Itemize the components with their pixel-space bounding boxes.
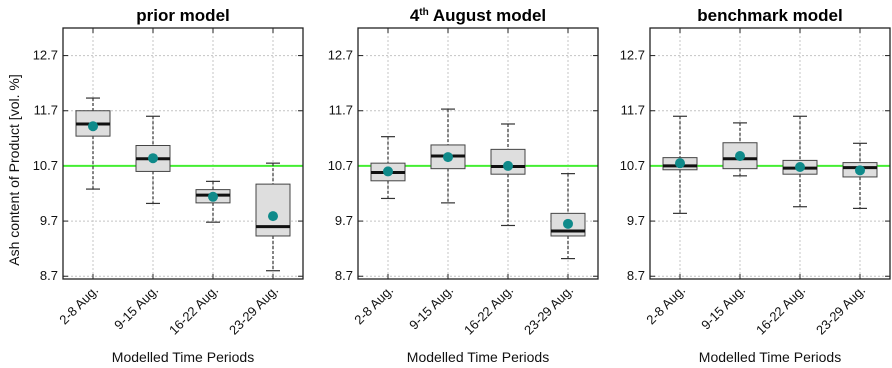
y-tick-label: 10.7 — [33, 158, 58, 173]
x-tick-label: 23-29 Aug. — [813, 283, 868, 338]
x-tick-label: 2-8 Aug. — [643, 283, 688, 328]
chart-title-part: 4 — [410, 6, 420, 25]
mean-marker — [208, 191, 218, 202]
y-tick-label: 10.7 — [328, 158, 353, 173]
x-tick-label: 16-22 Aug. — [753, 283, 808, 338]
y-tick-label: 9.7 — [627, 213, 645, 228]
y-tick-label: 8.7 — [40, 268, 58, 283]
box-plot-3 — [490, 123, 526, 227]
x-tick-label: 9-15 Aug. — [111, 283, 161, 333]
x-axis-title: Modelled Time Periods — [407, 349, 549, 365]
chart-title-superscript: th — [419, 7, 428, 18]
iqr-box — [255, 183, 291, 237]
box-plot-2 — [722, 122, 758, 177]
chart-panel-2: 4th August model 12.7 11.7 10.7 9.7 8.72-8 Au… — [328, 6, 599, 365]
box-plot-1 — [370, 136, 406, 200]
box-plot-4 — [842, 142, 878, 209]
chart-title-part: prior model — [136, 6, 230, 25]
y-tick-label: 9.7 — [335, 213, 353, 228]
mean-marker — [503, 160, 513, 171]
mean-marker — [443, 152, 453, 163]
y-tick-label: 12.7 — [620, 48, 645, 63]
chart-panel-1: prior model 12.7 11.7 10.7 9.7 8.72-8 Aug. 9-1… — [33, 6, 304, 365]
y-tick-label: 11.7 — [329, 103, 353, 118]
box-plot-1 — [662, 115, 698, 214]
plot-frame — [62, 27, 304, 280]
y-tick-label: 11.7 — [34, 103, 58, 118]
plot-frame — [649, 27, 891, 280]
x-axis-title: Modelled Time Periods — [699, 349, 841, 365]
mean-marker — [855, 165, 865, 176]
y-tick-label: 8.7 — [627, 268, 645, 283]
mean-marker — [148, 153, 158, 164]
chart-title: benchmark model — [697, 6, 843, 25]
y-tick-label: 8.7 — [335, 268, 353, 283]
x-tick-label: 9-15 Aug. — [406, 283, 456, 333]
chart-panel-3: benchmark model 12.7 11.7 10.7 9.7 8.72-8 Aug… — [620, 6, 891, 365]
box-plot-1 — [75, 97, 111, 190]
mean-marker — [675, 158, 685, 169]
mean-marker — [735, 150, 745, 161]
box-plot-2 — [135, 115, 171, 205]
x-axis-title: Modelled Time Periods — [112, 349, 254, 365]
y-tick-label: 12.7 — [33, 48, 58, 63]
box-plot-3 — [195, 180, 231, 223]
x-tick-label: 23-29 Aug. — [521, 283, 576, 338]
chart-title-part: benchmark model — [697, 6, 843, 25]
box-plot-3 — [782, 115, 818, 208]
y-tick-label: 11.7 — [621, 103, 645, 118]
box-plot-4 — [255, 162, 291, 272]
y-axis-title: Ash content of Product [vol. %] — [6, 74, 22, 265]
x-tick-label: 16-22 Aug. — [461, 283, 516, 338]
y-tick-label: 12.7 — [328, 48, 353, 63]
y-tick-label: 9.7 — [40, 213, 58, 228]
chart-title: prior model — [136, 6, 230, 25]
mean-marker — [563, 218, 573, 229]
x-tick-label: 9-15 Aug. — [698, 283, 748, 333]
x-tick-label: 2-8 Aug. — [56, 283, 101, 328]
x-tick-label: 16-22 Aug. — [166, 283, 221, 338]
mean-marker — [795, 162, 805, 173]
plot-frame — [357, 27, 599, 280]
y-tick-label: 10.7 — [620, 158, 645, 173]
box-plot-4 — [550, 173, 586, 260]
mean-marker — [88, 121, 98, 132]
chart-title: 4th August model — [410, 6, 546, 25]
x-tick-label: 2-8 Aug. — [351, 283, 396, 328]
box-plot-2 — [430, 108, 466, 204]
mean-marker — [268, 211, 278, 222]
mean-marker — [383, 166, 393, 177]
x-tick-label: 23-29 Aug. — [226, 283, 281, 338]
chart-title-part: August model — [429, 6, 546, 25]
